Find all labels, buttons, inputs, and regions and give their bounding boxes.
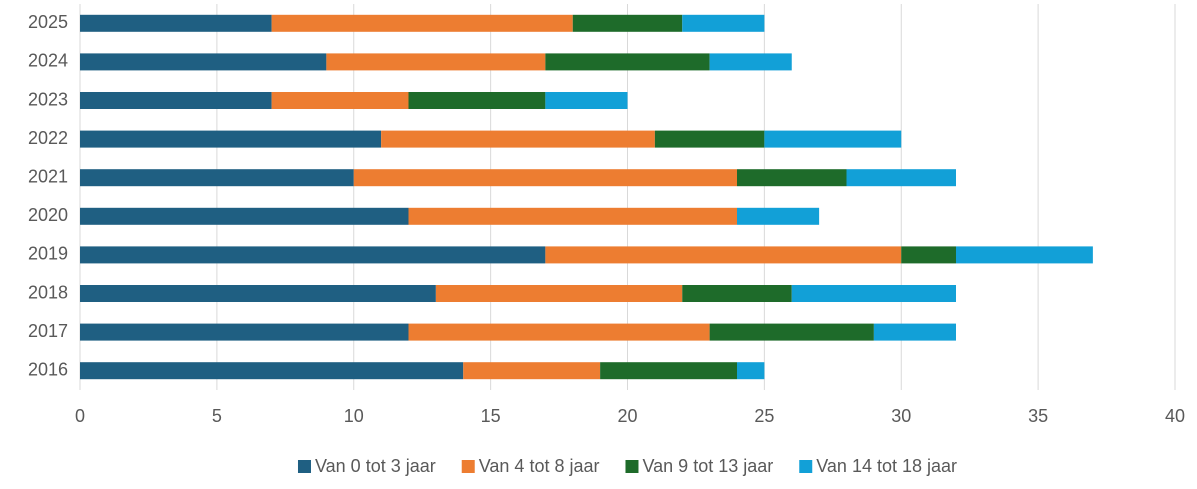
bar-segment xyxy=(80,53,327,71)
bar-segment xyxy=(545,246,902,264)
x-tick-label: 40 xyxy=(1165,406,1185,426)
bar-segment xyxy=(381,130,655,148)
y-tick-label: 2025 xyxy=(28,12,68,32)
bar-segment xyxy=(80,169,354,187)
bar-segment xyxy=(80,285,436,302)
bar-segment xyxy=(709,323,874,341)
y-tick-label: 2022 xyxy=(28,128,68,148)
bar-segment xyxy=(709,53,792,71)
x-tick-label: 25 xyxy=(754,406,774,426)
legend-label: Van 0 tot 3 jaar xyxy=(315,456,436,476)
y-tick-label: 2021 xyxy=(28,166,68,186)
bar-segment xyxy=(737,362,765,380)
x-tick-label: 30 xyxy=(891,406,911,426)
legend-label: Van 9 tot 13 jaar xyxy=(642,456,773,476)
bar-segment xyxy=(408,207,737,225)
legend-swatch xyxy=(297,460,311,473)
legend-swatch xyxy=(625,460,639,473)
x-tick-label: 5 xyxy=(212,406,222,426)
bar-segment xyxy=(80,362,464,380)
bar-segment xyxy=(682,14,765,32)
x-tick-label: 35 xyxy=(1028,406,1048,426)
bar-segment xyxy=(654,130,765,148)
bar-segment xyxy=(326,53,546,71)
y-tick-label: 2016 xyxy=(28,359,68,379)
bar-segment xyxy=(271,92,409,109)
bar-segment xyxy=(737,207,820,225)
bar-segment xyxy=(846,169,956,187)
y-tick-label: 2024 xyxy=(28,51,68,71)
bar-segment xyxy=(682,285,792,302)
legend-swatch xyxy=(461,460,475,473)
y-tick-label: 2018 xyxy=(28,282,68,302)
bar-segment xyxy=(271,14,573,32)
bar-segment xyxy=(764,130,902,148)
y-tick-label: 2019 xyxy=(28,244,68,264)
bar-segment xyxy=(572,14,683,32)
bar-segment xyxy=(463,362,601,380)
bar-segment xyxy=(901,246,956,264)
bar-segment xyxy=(353,169,737,187)
x-tick-label: 10 xyxy=(344,406,364,426)
bar-segment xyxy=(80,14,272,32)
bar-segment xyxy=(545,92,628,109)
bar-segment xyxy=(80,130,382,148)
y-tick-label: 2023 xyxy=(28,89,68,109)
bar-segment xyxy=(80,323,409,341)
x-tick-label: 15 xyxy=(481,406,501,426)
bar-segment xyxy=(435,285,683,302)
x-tick-label: 20 xyxy=(617,406,637,426)
bar-segment xyxy=(737,169,847,187)
bar-segment xyxy=(600,362,737,380)
bar-segment xyxy=(80,246,546,264)
y-tick-label: 2017 xyxy=(28,321,68,341)
bar-segment xyxy=(408,323,710,341)
x-tick-label: 0 xyxy=(75,406,85,426)
legend-label: Van 14 tot 18 jaar xyxy=(816,456,957,476)
bar-segment xyxy=(545,53,710,71)
legend-label: Van 4 tot 8 jaar xyxy=(479,456,600,476)
bar-segment xyxy=(956,246,1093,264)
bar-segment xyxy=(80,92,272,109)
bar-segment xyxy=(873,323,956,341)
bar-segment xyxy=(408,92,546,109)
legend-swatch xyxy=(799,460,813,473)
bar-segment xyxy=(791,285,956,302)
y-tick-label: 2020 xyxy=(28,205,68,225)
bar-segment xyxy=(80,207,409,225)
